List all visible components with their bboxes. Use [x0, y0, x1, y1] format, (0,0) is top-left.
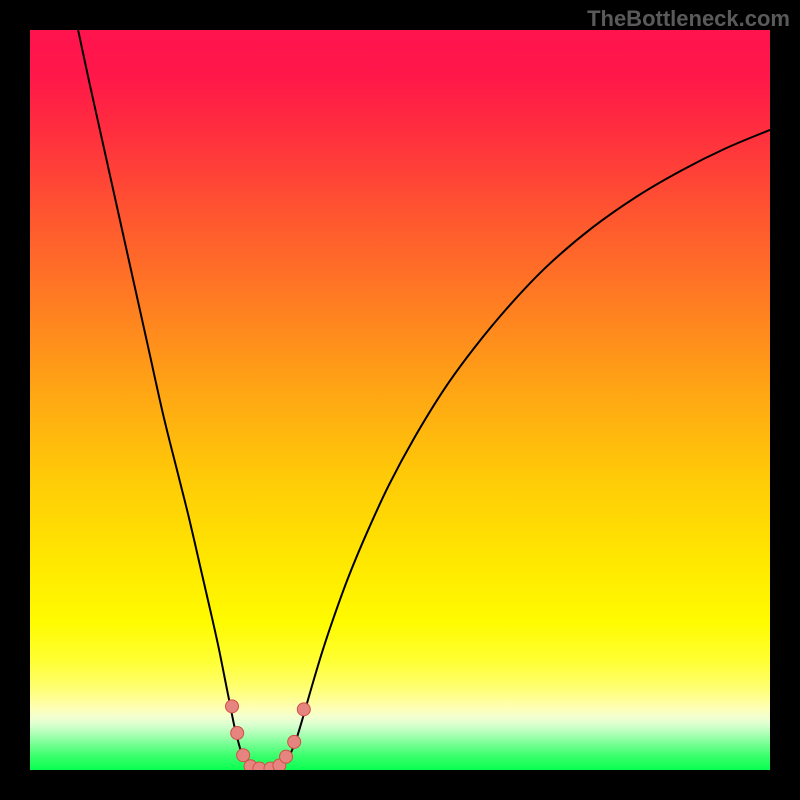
chart-svg — [30, 30, 770, 770]
attribution-text: TheBottleneck.com — [587, 6, 790, 32]
marker-dot — [297, 703, 310, 716]
marker-dot — [226, 700, 239, 713]
marker-dot — [237, 749, 250, 762]
marker-dot — [231, 727, 244, 740]
plot-area — [30, 30, 770, 770]
root-canvas: TheBottleneck.com — [0, 0, 800, 800]
marker-dot — [288, 735, 301, 748]
gradient-background — [30, 30, 770, 770]
marker-dot — [280, 750, 293, 763]
